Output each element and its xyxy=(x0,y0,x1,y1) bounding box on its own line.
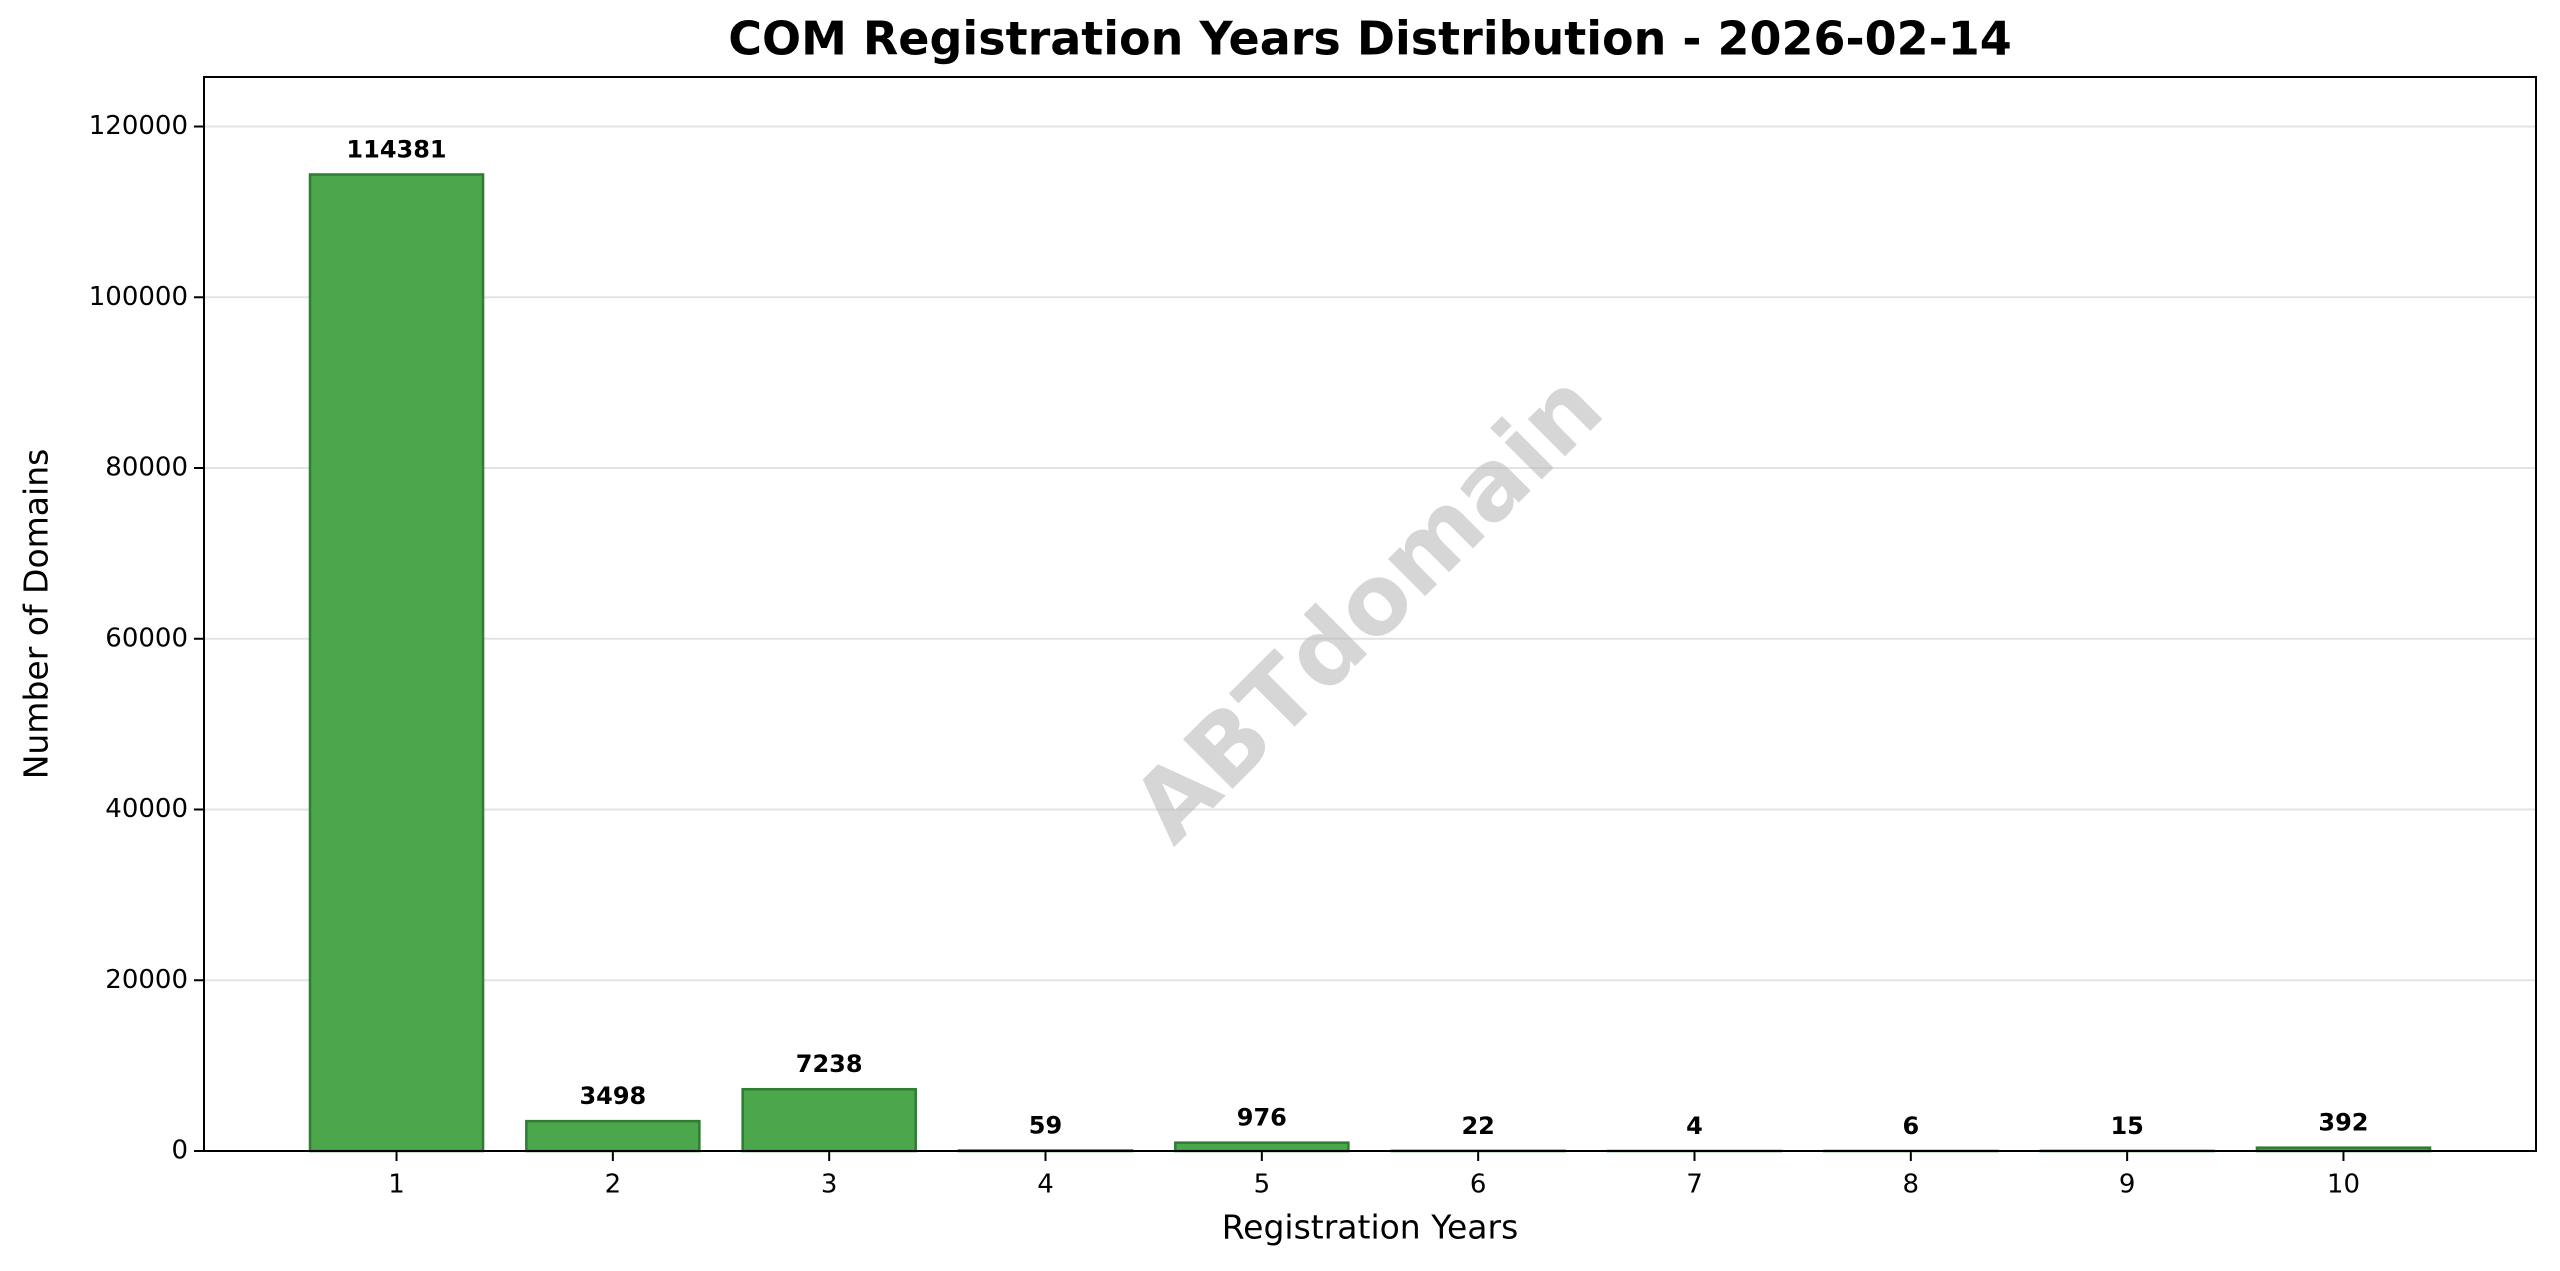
value-label: 6 xyxy=(1902,1112,1919,1140)
value-label: 4 xyxy=(1686,1112,1703,1140)
bar xyxy=(525,1119,701,1153)
y-tick-label: 80000 xyxy=(105,453,188,483)
y-tick-label: 120000 xyxy=(89,111,188,141)
x-tick-label: 9 xyxy=(2119,1170,2136,1200)
y-tick-label: 0 xyxy=(171,1136,188,1166)
bar xyxy=(1174,1141,1350,1153)
y-tick-label: 60000 xyxy=(105,623,188,653)
y-tick-label: 100000 xyxy=(89,282,188,312)
x-tick-label: 8 xyxy=(1903,1170,1920,1200)
x-axis-label: Registration Years xyxy=(1222,1208,1519,1247)
x-tick-label: 5 xyxy=(1254,1170,1271,1200)
x-tick-label: 10 xyxy=(2327,1170,2360,1200)
y-tick-label: 20000 xyxy=(105,965,188,995)
value-label: 7238 xyxy=(796,1050,863,1078)
value-label: 392 xyxy=(2318,1109,2368,1137)
x-tick-label: 2 xyxy=(605,1170,622,1200)
y-axis-label: Number of Domains xyxy=(17,449,56,780)
y-tick-label: 40000 xyxy=(105,794,188,824)
bar xyxy=(308,173,485,1153)
value-label: 59 xyxy=(1029,1111,1062,1139)
value-label: 976 xyxy=(1237,1104,1287,1132)
bar xyxy=(741,1087,917,1153)
x-tick-label: 3 xyxy=(821,1170,838,1200)
value-label: 22 xyxy=(1461,1112,1494,1140)
chart-title: COM Registration Years Distribution - 20… xyxy=(728,12,2012,66)
x-tick-label: 7 xyxy=(1686,1170,1703,1200)
x-tick-label: 6 xyxy=(1470,1170,1487,1200)
value-label: 114381 xyxy=(346,135,446,163)
value-label: 3498 xyxy=(579,1082,646,1110)
plot-frame xyxy=(203,76,2537,1152)
x-tick-label: 4 xyxy=(1037,1170,1054,1200)
x-tick-label: 1 xyxy=(388,1170,405,1200)
value-label: 15 xyxy=(2110,1112,2143,1140)
watermark: ABTdomain xyxy=(1111,351,1624,864)
